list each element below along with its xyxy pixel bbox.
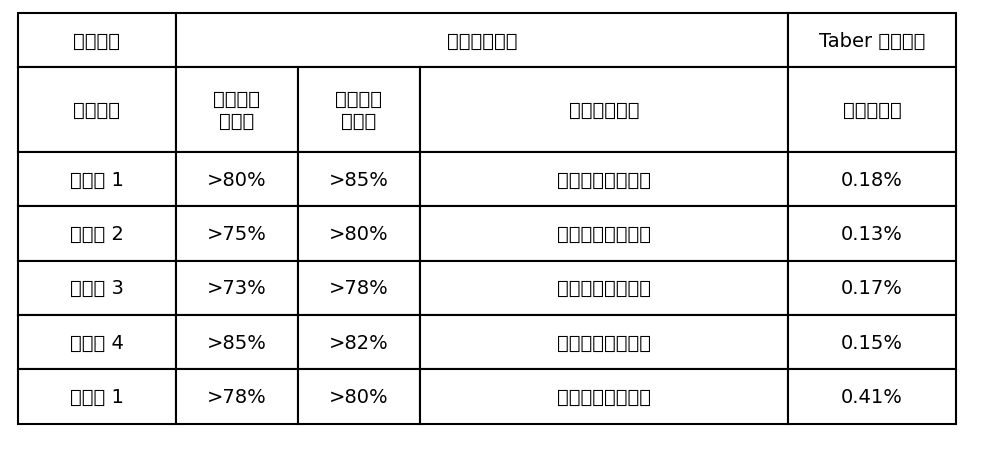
Text: 实施例 3: 实施例 3 (70, 279, 124, 298)
Bar (18, 68, 176, 153)
Bar (18, 14, 176, 68)
Text: 质量损失率: 质量损失率 (843, 101, 901, 120)
Text: 氙灯老化测试: 氙灯老化测试 (447, 31, 517, 50)
Bar (420, 261, 788, 315)
Text: 实施例 2: 实施例 2 (70, 224, 124, 244)
Bar (176, 315, 298, 369)
Text: >80%: >80% (207, 170, 267, 190)
Text: 弯曲强度
保持率: 弯曲强度 保持率 (214, 90, 260, 131)
Text: >75%: >75% (207, 224, 267, 244)
Bar (18, 315, 176, 369)
Text: >85%: >85% (207, 333, 267, 352)
Bar (788, 261, 956, 315)
Bar (176, 14, 788, 68)
Bar (788, 207, 956, 261)
Text: >82%: >82% (329, 333, 389, 352)
Text: 0.18%: 0.18% (841, 170, 903, 190)
Bar (788, 68, 956, 153)
Text: >80%: >80% (329, 387, 389, 406)
Bar (298, 261, 420, 315)
Text: >73%: >73% (207, 279, 267, 298)
Bar (18, 261, 176, 315)
Text: 测试项目: 测试项目 (74, 101, 120, 120)
Text: 0.41%: 0.41% (841, 387, 903, 406)
Bar (788, 14, 956, 68)
Text: 0.15%: 0.15% (841, 333, 903, 352)
Bar (176, 207, 298, 261)
Bar (298, 68, 420, 153)
Bar (18, 369, 176, 424)
Text: >78%: >78% (329, 279, 389, 298)
Bar (18, 153, 176, 207)
Text: Taber 耐磨测试: Taber 耐磨测试 (819, 31, 925, 50)
Text: 无吐油、龟裂现象: 无吐油、龟裂现象 (557, 279, 651, 298)
Bar (788, 315, 956, 369)
Bar (298, 369, 420, 424)
Bar (298, 153, 420, 207)
Text: 测试条件: 测试条件 (74, 31, 120, 50)
Text: 实施例 4: 实施例 4 (70, 333, 124, 352)
Text: 无吐油、龟裂现象: 无吐油、龟裂现象 (557, 333, 651, 352)
Bar (176, 369, 298, 424)
Bar (420, 315, 788, 369)
Text: 0.13%: 0.13% (841, 224, 903, 244)
Text: >78%: >78% (207, 387, 267, 406)
Bar (298, 207, 420, 261)
Bar (176, 153, 298, 207)
Bar (420, 68, 788, 153)
Text: 对比例 1: 对比例 1 (70, 387, 124, 406)
Bar (420, 369, 788, 424)
Bar (176, 68, 298, 153)
Bar (788, 369, 956, 424)
Text: 无吐油、龟裂现象: 无吐油、龟裂现象 (557, 387, 651, 406)
Text: 无吐油、龟裂现象: 无吐油、龟裂现象 (557, 170, 651, 190)
Bar (788, 153, 956, 207)
Text: 试样表面情况: 试样表面情况 (569, 101, 639, 120)
Text: >80%: >80% (329, 224, 389, 244)
Text: 无吐油、龟裂现象: 无吐油、龟裂现象 (557, 224, 651, 244)
Text: >85%: >85% (329, 170, 389, 190)
Text: 表面硬度
保持率: 表面硬度 保持率 (336, 90, 382, 131)
Bar (298, 315, 420, 369)
Bar (18, 207, 176, 261)
Text: 实施例 1: 实施例 1 (70, 170, 124, 190)
Text: 0.17%: 0.17% (841, 279, 903, 298)
Bar (176, 261, 298, 315)
Bar (420, 207, 788, 261)
Bar (420, 153, 788, 207)
